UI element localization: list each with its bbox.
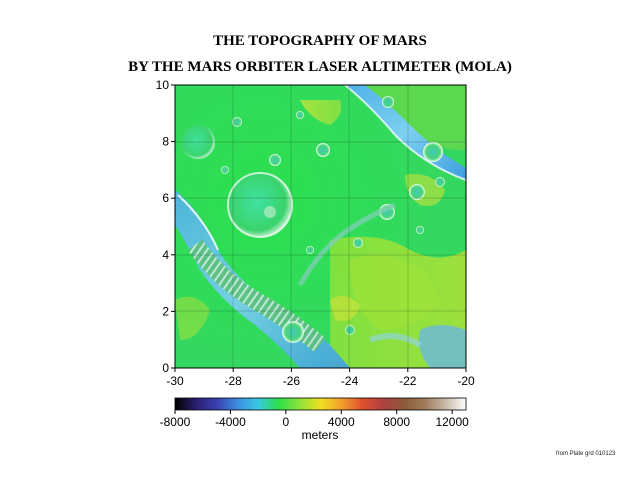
x-tick-label: -28 bbox=[225, 374, 243, 388]
x-tick-label: -26 bbox=[283, 374, 301, 388]
colorbar-tick-label: 12000 bbox=[435, 415, 469, 429]
x-tick-label: -22 bbox=[399, 374, 417, 388]
y-tick-label: 4 bbox=[162, 248, 169, 262]
y-tick-label: 10 bbox=[156, 78, 170, 92]
map-grid bbox=[175, 85, 466, 368]
colorbar-axis: -8000 -4000 0 4000 8000 12000 bbox=[160, 410, 469, 429]
colorbar-tick-label: -8000 bbox=[160, 415, 191, 429]
x-tick-label: -30 bbox=[166, 374, 184, 388]
colorbar-frame bbox=[174, 397, 467, 411]
y-tick-label: 2 bbox=[162, 304, 169, 318]
colorbar-unit-label: meters bbox=[302, 428, 339, 442]
y-axis: 0 2 4 6 8 10 bbox=[156, 78, 175, 375]
colorbar-tick-label: 8000 bbox=[383, 415, 410, 429]
x-tick-label: -24 bbox=[341, 374, 359, 388]
x-axis: -30 -28 -26 -24 -22 -20 bbox=[166, 368, 475, 388]
map-frame bbox=[174, 84, 467, 369]
y-tick-label: 0 bbox=[162, 361, 169, 375]
colorbar-tick-label: -4000 bbox=[215, 415, 246, 429]
colorbar bbox=[175, 398, 466, 410]
map-title-line-1: THE TOPOGRAPHY OF MARS bbox=[213, 33, 427, 49]
map-image bbox=[175, 85, 466, 368]
y-tick-label: 8 bbox=[162, 135, 169, 149]
x-tick-label: -20 bbox=[457, 374, 475, 388]
y-tick-label: 6 bbox=[162, 191, 169, 205]
colorbar-tick-label: 4000 bbox=[328, 415, 355, 429]
colorbar-tick-label: 0 bbox=[283, 415, 290, 429]
map-title-line-2: BY THE MARS ORBITER LASER ALTIMETER (MOL… bbox=[128, 59, 512, 75]
credit-text: from Plate grd 010123 bbox=[556, 451, 616, 457]
